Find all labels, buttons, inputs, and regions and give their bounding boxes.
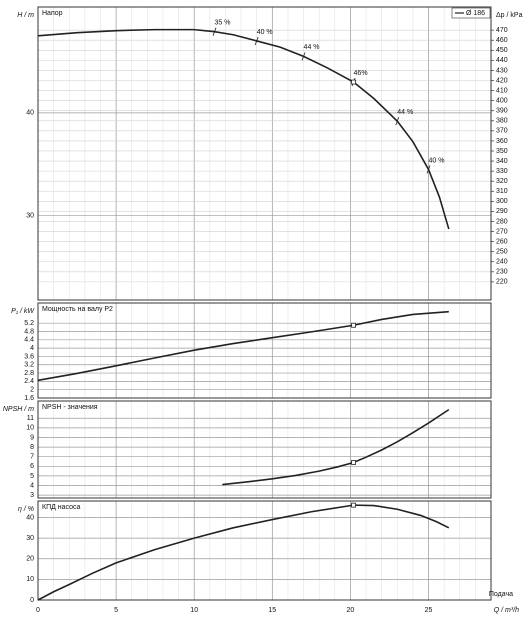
y-tick-label: 10 (26, 425, 34, 432)
y2-tick-label: 230 (496, 269, 508, 276)
plot-frame (37, 400, 492, 499)
efficiency-tick (395, 116, 400, 126)
y2-tick-label: 320 (496, 178, 508, 185)
y2-tick-label: 240 (496, 259, 508, 266)
x-tick-label: 0 (36, 607, 40, 614)
y-tick-label: 40 (26, 514, 34, 521)
y2-tick-label: 410 (496, 87, 508, 94)
y-tick-label: 2.8 (24, 370, 34, 377)
y2-tick-label: 260 (496, 238, 508, 245)
y-tick-label: 3.6 (24, 353, 34, 360)
panel-title: Мощность на валу P2 (42, 306, 113, 313)
y2-tick-label: 290 (496, 208, 508, 215)
plot-background (38, 303, 491, 398)
y2-tick-label: 400 (496, 97, 508, 104)
y2-tick-label: 220 (496, 279, 508, 286)
duty-point (351, 79, 356, 85)
y2-tick-label: 330 (496, 168, 508, 175)
y2-tick-label: 350 (496, 148, 508, 155)
y-tick-label: 3 (30, 492, 34, 499)
y-tick-label: 5.2 (24, 320, 34, 327)
efficiency-tick (212, 27, 217, 36)
curve (37, 310, 449, 382)
plot-frame (37, 6, 492, 301)
y-tick-label: 5 (30, 473, 34, 480)
y2-tick-label: 370 (496, 128, 508, 135)
y2-tick-label: 390 (496, 108, 508, 115)
efficiency-tick (426, 165, 431, 174)
y-tick-label: 2.4 (24, 378, 34, 385)
y-axis-label: η / % (18, 506, 34, 513)
y-tick-label: 40 (26, 110, 34, 117)
y-tick-label: 30 (26, 535, 34, 542)
x-axis-caption: Подача (489, 591, 513, 598)
y-axis-label: NPSH / m (3, 406, 34, 413)
y-tick-label: 20 (26, 556, 34, 563)
y2-tick-label: 300 (496, 198, 508, 205)
legend-box (451, 7, 491, 19)
duty-point (351, 322, 356, 328)
panel-title: NPSH - значения (42, 404, 98, 411)
y-axis-label: P₁ / kW (11, 308, 35, 315)
y2-tick-label: 470 (496, 27, 508, 34)
efficiency-label: 44 % (304, 44, 320, 51)
y-tick-label: 4.4 (24, 337, 34, 344)
x-tick-label: 15 (268, 607, 276, 614)
plot-background (38, 401, 491, 498)
y-tick-label: 2 (30, 387, 34, 394)
plot-frame (37, 302, 492, 399)
y2-tick-label: 250 (496, 249, 508, 256)
y2-tick-label: 460 (496, 37, 508, 44)
y-tick-label: 30 (26, 213, 34, 220)
efficiency-label: 40 % (257, 29, 273, 36)
efficiency-label: 40 % (429, 157, 445, 164)
y2-tick-label: 280 (496, 218, 508, 225)
y-tick-label: 9 (30, 434, 34, 441)
y2-tick-label: 430 (496, 67, 508, 74)
y2-tick-label: 440 (496, 57, 508, 64)
y2-tick-label: 420 (496, 77, 508, 84)
y-tick-label: 4 (30, 482, 34, 489)
x-tick-label: 10 (190, 607, 198, 614)
panel-title: КПД насоса (42, 504, 81, 511)
curve (37, 504, 450, 601)
plot-background (38, 7, 491, 300)
y2-axis-label: Δp / kPa (496, 12, 523, 19)
y-tick-label: 4 (30, 345, 34, 352)
panel-title: Напор (42, 10, 63, 17)
efficiency-label: 46% (354, 70, 368, 77)
y2-tick-label: 270 (496, 228, 508, 235)
y2-tick-label: 340 (496, 158, 508, 165)
duty-point (351, 502, 356, 508)
x-tick-label: 5 (114, 607, 118, 614)
y2-tick-label: 380 (496, 118, 508, 125)
efficiency-tick (301, 52, 306, 61)
y-tick-label: 11 (27, 415, 34, 422)
y-tick-label: 10 (26, 576, 34, 583)
y-axis-label: H / m (17, 12, 34, 19)
y-tick-label: 0 (30, 597, 34, 604)
y-tick-label: 4.8 (24, 328, 34, 335)
efficiency-tick (254, 36, 259, 46)
plot-frame (37, 500, 492, 601)
y2-tick-label: 450 (496, 47, 508, 54)
curve (37, 28, 450, 230)
y-tick-label: 3.2 (24, 362, 34, 369)
legend-label: Ø 186 (466, 10, 485, 17)
y-tick-label: 6 (30, 463, 34, 470)
x-tick-label: 20 (347, 607, 355, 614)
x-axis-label: Q / m³/h (494, 607, 519, 614)
duty-point (351, 460, 356, 465)
y-tick-label: 8 (30, 444, 34, 451)
efficiency-label: 35 % (215, 20, 231, 27)
x-tick-label: 25 (425, 607, 433, 614)
y-tick-label: 1.6 (24, 395, 34, 402)
y-tick-label: 7 (30, 454, 34, 461)
efficiency-label: 44 % (397, 109, 413, 116)
y2-tick-label: 360 (496, 138, 508, 145)
y2-tick-label: 310 (496, 188, 508, 195)
